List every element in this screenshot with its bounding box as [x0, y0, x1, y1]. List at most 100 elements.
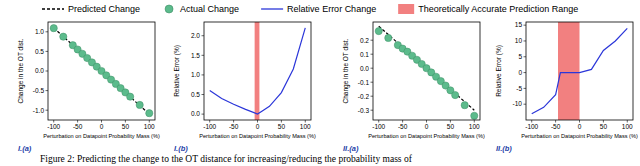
point [146, 110, 153, 117]
y-tick [46, 110, 49, 111]
accurate-range [255, 22, 260, 120]
legend-label: Predicted Change [68, 4, 140, 14]
panel-label: I.(a) [18, 144, 32, 153]
y-tick-label: 10 [515, 37, 523, 44]
legend-label: Actual Change [180, 4, 239, 14]
y-tick-label: 5 [518, 53, 522, 60]
y-tick [202, 74, 205, 75]
y-tick [46, 31, 49, 32]
y-tick [371, 40, 374, 41]
legend-item: Theoretically Accurate Prediction Range [398, 4, 578, 14]
x-axis-label: Perturbation on Datapoint Probability Ma… [521, 133, 638, 139]
y-axis-label: Change in the OT dist. [17, 38, 25, 103]
legend-label: Relative Error Change [287, 4, 376, 14]
y-tick [46, 51, 49, 52]
subplot: -100-50050100-10-5051015Perturbation on … [495, 21, 638, 153]
legend-label: Theoretically Accurate Prediction Range [418, 4, 578, 14]
y-tick-label: 1.5 [191, 52, 200, 59]
series-line [210, 28, 306, 114]
point [50, 25, 57, 32]
y-tick-label: 2.0 [191, 32, 200, 39]
y-tick [524, 40, 527, 41]
y-tick-label: -0.1 [358, 79, 370, 86]
y-tick-label: -1.0 [33, 107, 45, 114]
y-tick [371, 110, 374, 111]
x-tick-label: 100 [144, 123, 155, 130]
x-tick-label: 0 [425, 123, 429, 130]
caption: Figure 2: Predicting the change to the O… [40, 154, 413, 164]
y-tick-label: -0.2 [358, 93, 370, 100]
x-tick-label: 50 [600, 123, 608, 130]
x-axis-label: Perturbation on Datapoint Probability Ma… [368, 133, 485, 139]
x-tick-label: 100 [300, 123, 311, 130]
x-tick-label: 50 [278, 123, 286, 130]
y-tick [371, 54, 374, 55]
x-tick-label: 0 [256, 123, 260, 130]
point [461, 102, 468, 109]
x-tick-label: -100 [525, 123, 538, 130]
y-tick [202, 114, 205, 115]
x-tick-label: -50 [551, 123, 561, 130]
y-tick-label: -0.3 [358, 107, 370, 114]
point [136, 101, 143, 108]
y-tick-label: -0.5 [33, 87, 45, 94]
point [60, 33, 67, 40]
y-tick-label: 1.0 [191, 71, 200, 78]
panel-label: II.(a) [343, 144, 359, 153]
x-tick-label: -50 [398, 123, 408, 130]
y-tick [46, 71, 49, 72]
point [127, 93, 134, 100]
y-axis-label: Relative Error (%) [173, 45, 181, 97]
x-tick-label: 0 [100, 123, 104, 130]
y-tick-label: 0.5 [35, 48, 44, 55]
x-tick-label: -100 [47, 123, 60, 130]
y-tick [46, 90, 49, 91]
y-tick [371, 82, 374, 83]
x-tick-label: -50 [229, 123, 239, 130]
y-tick [524, 25, 527, 26]
y-tick-label: -5 [516, 85, 522, 92]
x-tick-label: -100 [203, 123, 216, 130]
series-line [379, 26, 475, 110]
y-tick-label: 1.0 [35, 28, 44, 35]
y-tick [202, 55, 205, 56]
legend-item: Relative Error Change [261, 4, 376, 14]
x-axis-label: Perturbation on Datapoint Probability Ma… [199, 133, 316, 139]
y-tick [524, 104, 527, 105]
legend-symbol [165, 5, 173, 13]
legend-symbol [398, 4, 414, 14]
x-tick-label: 100 [469, 123, 480, 130]
point [385, 34, 392, 41]
x-tick-label: -50 [73, 123, 83, 130]
panel-label: II.(b) [496, 144, 512, 153]
series-line [54, 28, 150, 114]
subplot: -100-50050100-1.0-0.50.00.51.0Perturbati… [17, 22, 160, 153]
frame [373, 22, 480, 120]
x-axis-label: Perturbation on Datapoint Probability Ma… [43, 133, 160, 139]
y-tick-label: 15 [515, 21, 523, 28]
legend-symbol [42, 8, 64, 9]
y-tick-label: 0.5 [191, 91, 200, 98]
figure: Predicted Change Actual Change Relative Er… [0, 0, 640, 166]
x-tick-label: 50 [122, 123, 130, 130]
frame [526, 22, 633, 120]
y-tick-label: 0.0 [191, 110, 200, 117]
series-line [532, 28, 628, 113]
y-tick-label: 0.2 [360, 37, 369, 44]
y-tick [524, 56, 527, 57]
x-tick-label: 100 [622, 123, 633, 130]
y-tick [371, 68, 374, 69]
y-axis-label: Change in the OT dist. [342, 38, 350, 103]
point [471, 112, 478, 119]
plot-area [375, 26, 478, 119]
y-tick-label: 0 [518, 69, 522, 76]
plot-area [532, 22, 628, 120]
frame [48, 22, 155, 120]
y-tick-label: 0.1 [360, 51, 369, 58]
x-tick-label: 50 [447, 123, 455, 130]
point [375, 28, 382, 35]
y-tick-label: 0.0 [360, 65, 369, 72]
panel-label: I.(b) [174, 144, 188, 153]
legend-item: Actual Change [165, 4, 239, 14]
legend-symbol [261, 8, 283, 9]
